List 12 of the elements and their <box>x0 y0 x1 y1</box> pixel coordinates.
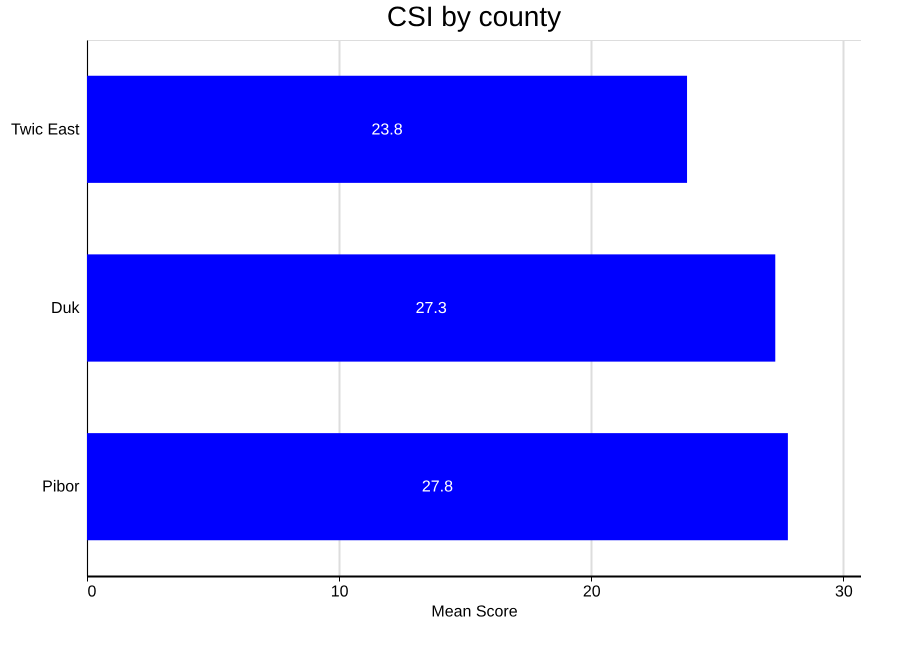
x-tick-label: 0 <box>88 584 96 600</box>
chart-title: CSI by county <box>386 1 562 32</box>
y-tick-label: Twic East <box>11 121 80 138</box>
y-tick-label: Pibor <box>42 478 80 496</box>
data-label: 23.8 <box>371 121 403 138</box>
x-tick-label: 10 <box>330 584 349 600</box>
x-tick-label: 30 <box>834 584 853 600</box>
data-label: 27.3 <box>416 300 447 317</box>
x-axis-title: Mean Score <box>431 604 518 620</box>
data-label: 27.8 <box>422 478 454 496</box>
x-tick-label: 20 <box>582 584 601 600</box>
y-tick-label: Duk <box>51 300 80 317</box>
